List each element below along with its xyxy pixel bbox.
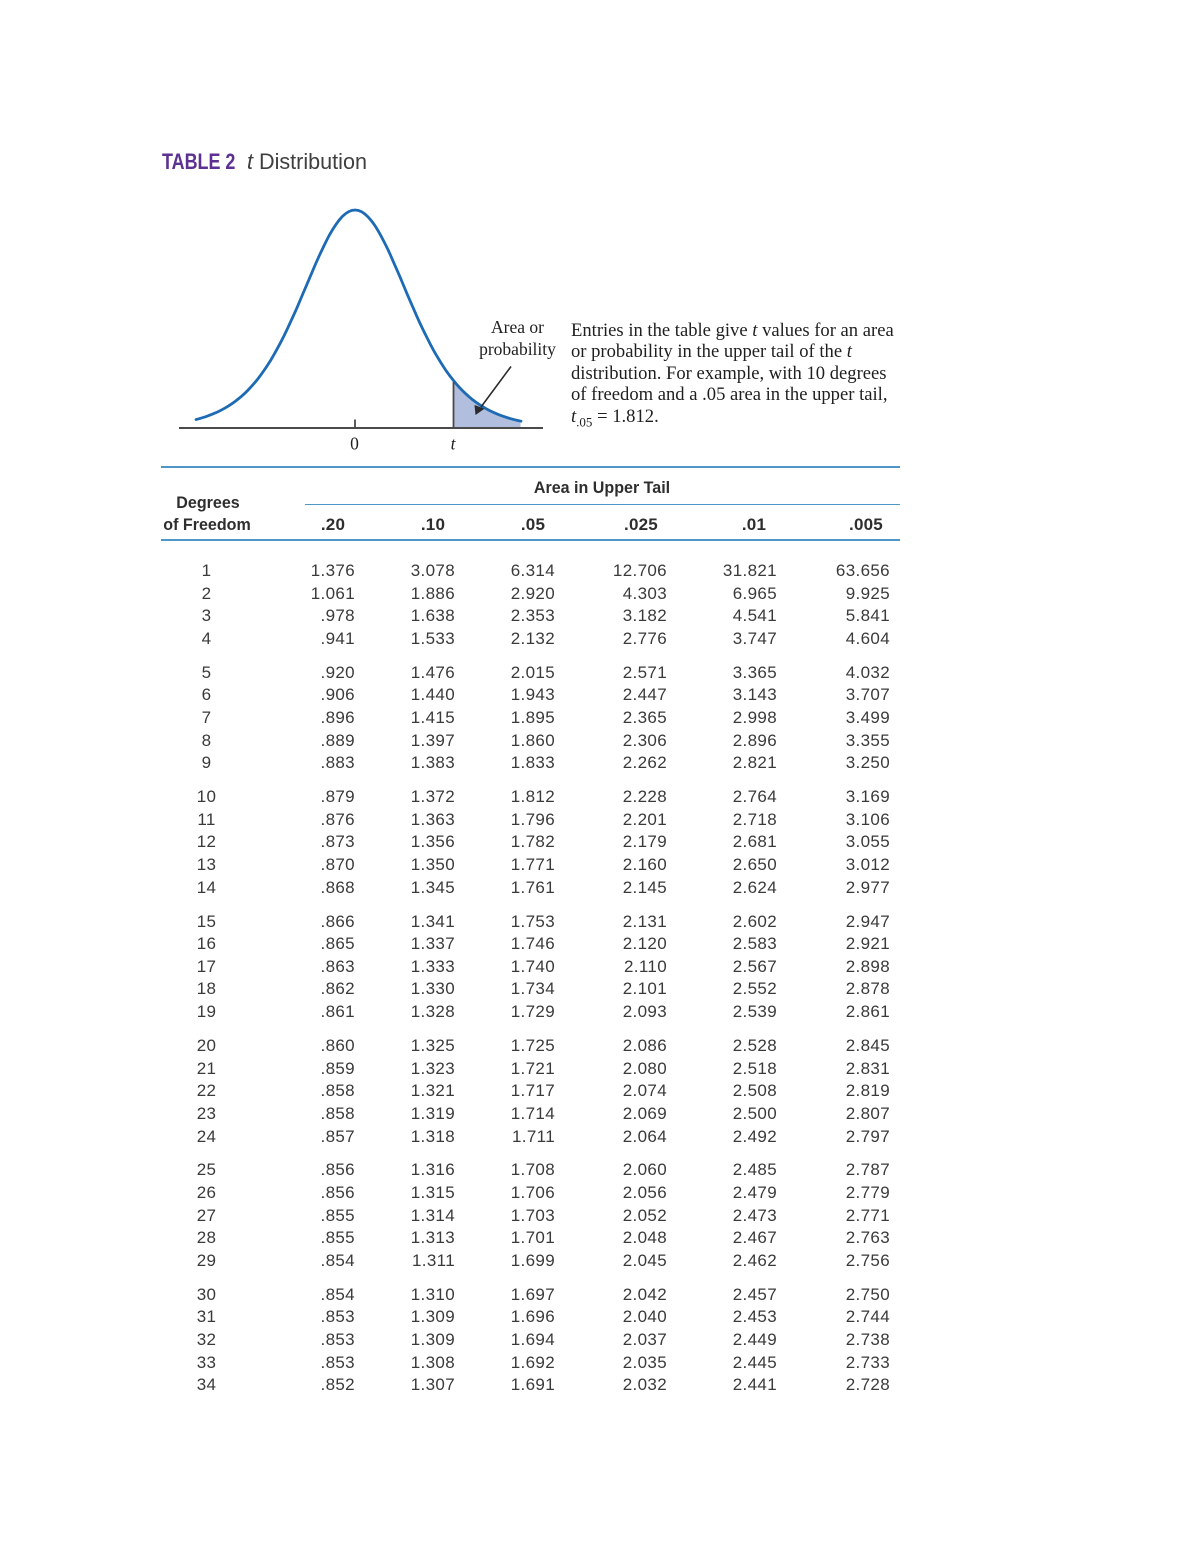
svg-text:0: 0 <box>350 434 359 454</box>
svg-text:t: t <box>451 434 457 454</box>
